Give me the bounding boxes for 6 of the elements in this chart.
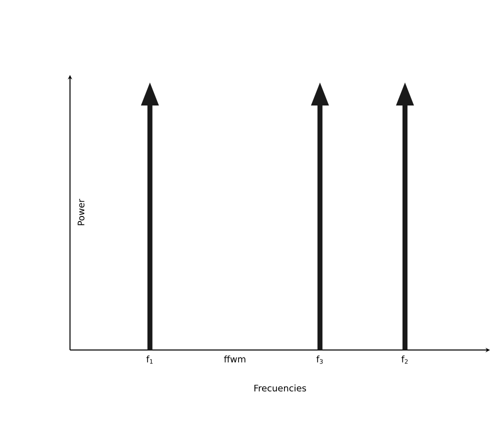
y-axis-title: Power <box>78 198 84 226</box>
x-tick-label: f$_{1}$ <box>146 356 153 364</box>
x-tick-label: ffwm <box>224 356 246 362</box>
x-axis-title: Frecuencies <box>254 384 306 392</box>
x-tick-label: f$_{3}$ <box>316 356 323 364</box>
x-tick-label: f$_{2}$ <box>401 356 408 364</box>
